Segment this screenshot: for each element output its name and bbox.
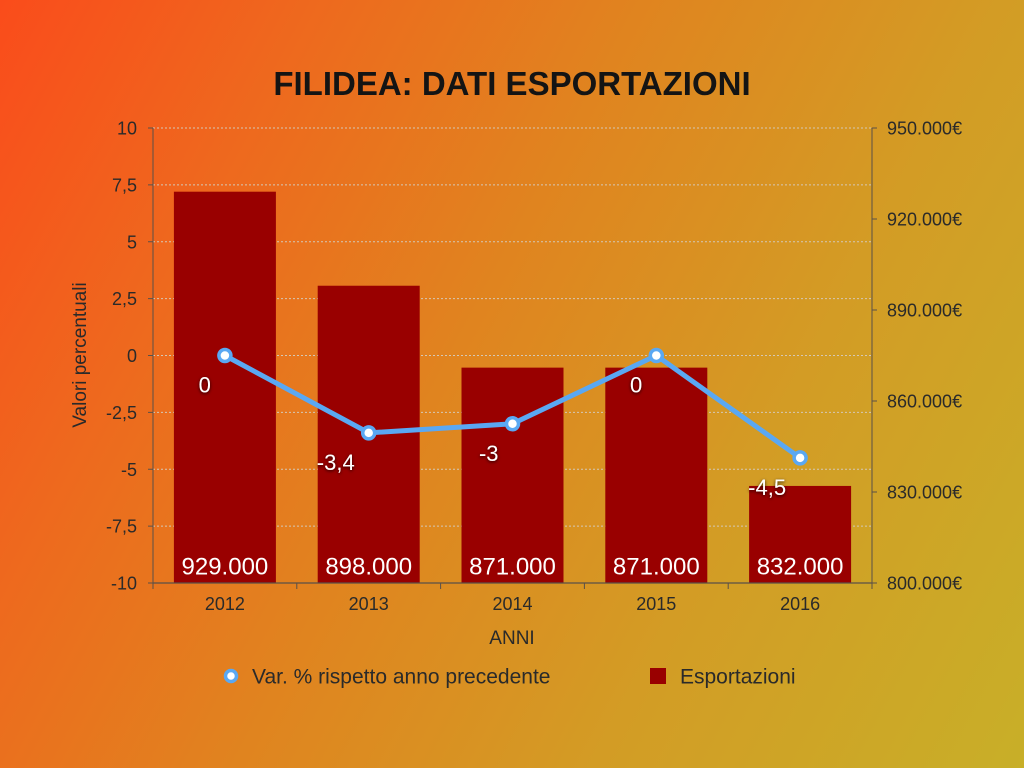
y-tick-label-right: 920.000€ xyxy=(887,210,962,230)
legend-label-variation: Var. % rispetto anno precedente xyxy=(252,666,550,689)
line-marker-2015 xyxy=(648,347,665,364)
line-value-label: 0 xyxy=(630,373,642,398)
x-tick-label: 2013 xyxy=(349,594,389,614)
y-tick-label-right: 890.000€ xyxy=(887,301,962,321)
y-tick-label-right: 800.000€ xyxy=(887,574,962,594)
bar-value-label: 871.000 xyxy=(613,554,700,581)
tick-labels: 10 7,5 5 2,5 0 -2,5 -5 -7,5 -10 950.000€ 920.000€ 8… xyxy=(106,119,962,615)
y-axis-title: Valori percentuali xyxy=(70,282,91,427)
x-tick-label: 2015 xyxy=(636,594,676,614)
chart-title: FILIDEA: DATI ESPORTAZIONI xyxy=(273,65,750,102)
legend: Var. % rispetto anno precedente Esportaz… xyxy=(223,666,796,689)
bar-value-label: 832.000 xyxy=(757,554,844,581)
line-value-label: -3,4 xyxy=(317,450,355,475)
y-tick-label-right: 830.000€ xyxy=(887,483,962,503)
legend-label-esportazioni: Esportazioni xyxy=(680,666,796,689)
line-marker-2014 xyxy=(504,416,521,432)
axes xyxy=(148,127,877,589)
y-tick-label-left: 5 xyxy=(127,232,137,252)
bar-value-labels: 929.000 898.000 871.000 871.000 832.000 xyxy=(182,554,844,581)
bar-series xyxy=(173,191,852,583)
y-tick-label-right: 950.000€ xyxy=(887,119,962,139)
legend-item-esportazioni: Esportazioni xyxy=(650,666,796,689)
y-tick-label-left: 2,5 xyxy=(112,289,137,309)
x-tick-label: 2014 xyxy=(492,594,532,614)
legend-circle-marker-icon xyxy=(223,668,239,684)
line-marker-2016 xyxy=(792,450,808,466)
line-marker-2013 xyxy=(360,425,377,441)
bar-value-label: 871.000 xyxy=(469,554,556,581)
y-tick-label-left: -2,5 xyxy=(106,403,137,423)
x-tick-label: 2016 xyxy=(780,594,820,614)
bar-2016 xyxy=(749,485,852,583)
bar-value-label: 898.000 xyxy=(325,554,412,581)
line-value-label: -3 xyxy=(479,441,499,466)
legend-item-variation: Var. % rispetto anno precedente xyxy=(223,666,550,689)
y-tick-label-left: -10 xyxy=(111,574,137,594)
line-value-labels: 0 -3,4 -3 0 -4,5 xyxy=(199,373,786,500)
legend-square-icon xyxy=(650,668,666,684)
bar-value-label: 929.000 xyxy=(182,554,269,581)
x-axis-title: ANNI xyxy=(489,628,534,649)
bar-2014 xyxy=(461,367,564,583)
y-tick-label-left: 7,5 xyxy=(112,175,137,195)
line-series xyxy=(217,347,808,466)
y-tick-label-left: 10 xyxy=(117,119,137,139)
bar-2015 xyxy=(605,367,708,583)
line-marker-2012 xyxy=(217,347,233,364)
x-tick-label: 2012 xyxy=(205,594,245,614)
bar-2012 xyxy=(173,191,276,583)
y-tick-label-left: -5 xyxy=(121,460,137,480)
y-tick-label-left: 0 xyxy=(127,346,137,366)
y-tick-label-left: -7,5 xyxy=(106,517,137,537)
y-tick-label-right: 860.000€ xyxy=(887,392,962,412)
line-value-label: -4,5 xyxy=(748,475,786,500)
line-value-label: 0 xyxy=(199,373,211,398)
